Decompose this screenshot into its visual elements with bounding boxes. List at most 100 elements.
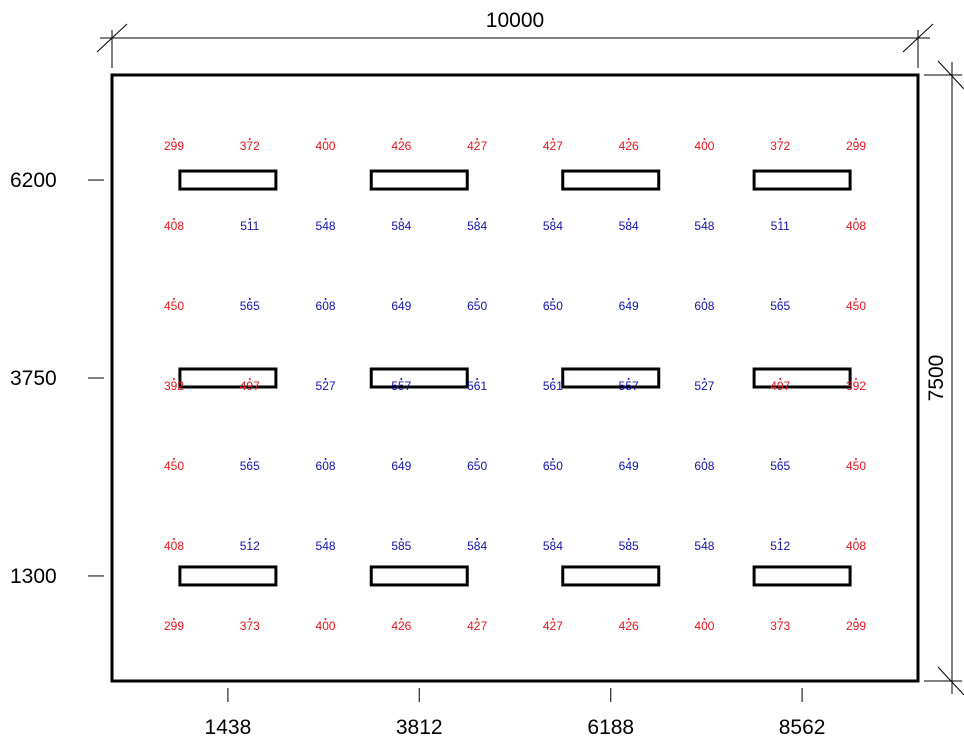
value-point [551,378,554,380]
value-point [173,618,175,620]
luminaire [561,367,661,389]
value-point [551,458,554,460]
illuminance-value: 565 [240,299,260,313]
value-point [855,138,857,140]
height-dimension-label: 7500 [925,355,948,402]
value-point [703,138,706,140]
value-point [855,618,857,620]
value-point [703,298,706,300]
value-point [703,618,706,620]
value-point [779,138,782,140]
illuminance-value: 392 [846,379,866,393]
row-label: 6200 [10,169,57,192]
luminaire [369,565,469,587]
value-point [551,218,554,220]
value-point [476,218,479,220]
value-point [248,618,251,620]
illuminance-value: 649 [619,459,639,473]
value-point [173,458,175,460]
value-point [551,618,554,620]
value-point [627,298,630,300]
column-label: 3812 [396,716,443,739]
illuminance-value: 585 [619,539,639,553]
top-dimension-tick-left [96,23,128,53]
value-point [703,378,706,380]
illuminance-value: 426 [391,619,411,633]
illuminance-value: 584 [619,219,639,233]
right-dimension-tick-top [937,60,964,90]
value-point [855,218,857,220]
illuminance-value: 450 [164,459,184,473]
illuminance-value: 426 [619,139,639,153]
illuminance-value: 408 [846,539,866,553]
illuminance-value: 426 [619,619,639,633]
illuminance-value: 372 [770,139,790,153]
value-point [779,538,782,540]
illuminance-value: 450 [164,299,184,313]
row-labels: 6200 3750 1300 [10,169,104,588]
column-label: 1438 [205,716,252,739]
illuminance-value: 557 [619,379,639,393]
value-point [703,538,706,540]
luminaire [752,565,852,587]
column-labels: 1438 3812 6188 8562 [205,688,825,739]
illuminance-value: 527 [694,379,714,393]
illuminance-value: 584 [467,539,487,553]
illuminance-value: 565 [770,459,790,473]
illuminance-value: 649 [619,299,639,313]
value-point [400,378,403,380]
value-point [173,138,175,140]
illuminance-values: 299 372 400 426 427 427 426 400 372 299 408 511 548 5… [164,138,866,633]
illuminance-value: 585 [391,539,411,553]
value-point [248,538,251,540]
illuminance-value: 584 [467,219,487,233]
value-point [400,538,403,540]
value-point [551,138,554,140]
value-point [779,218,782,220]
illuminance-value: 408 [164,219,184,233]
value-point [400,298,403,300]
illuminance-value: 650 [543,299,563,313]
width-dimension-label: 10000 [486,9,544,32]
value-point [476,138,479,140]
row-label: 1300 [10,565,57,588]
illuminance-value: 497 [240,379,260,393]
illuminance-value: 650 [543,459,563,473]
value-point [173,378,175,380]
value-point [627,618,630,620]
illuminance-value: 650 [467,299,487,313]
illuminance-value: 372 [240,139,260,153]
luminaire [369,169,469,191]
illuminance-value: 512 [240,539,260,553]
value-point [703,458,706,460]
value-point [248,458,251,460]
illuminance-value: 392 [164,379,184,393]
illuminance-value: 400 [694,139,714,153]
illuminance-value: 373 [770,619,790,633]
illuminance-value: 408 [846,219,866,233]
illuminance-value: 299 [164,139,184,153]
illuminance-value: 299 [846,619,866,633]
value-point [324,298,327,300]
illuminance-value: 427 [467,139,487,153]
value-point [400,458,403,460]
luminaire [178,565,278,587]
value-point [173,538,175,540]
value-point [779,378,782,380]
illuminance-value: 450 [846,459,866,473]
value-point [779,618,782,620]
illuminance-value: 608 [694,299,714,313]
top-dimension-tick-right [902,23,934,53]
value-point [173,218,175,220]
value-point [779,458,782,460]
luminaire [752,169,852,191]
value-point [551,538,554,540]
value-point [400,218,403,220]
row-label: 3750 [10,367,57,390]
illuminance-value: 427 [543,139,563,153]
illuminance-value: 561 [467,379,487,393]
value-point [476,458,479,460]
value-point [324,458,327,460]
luminaire [561,169,661,191]
luminaire [752,367,852,389]
